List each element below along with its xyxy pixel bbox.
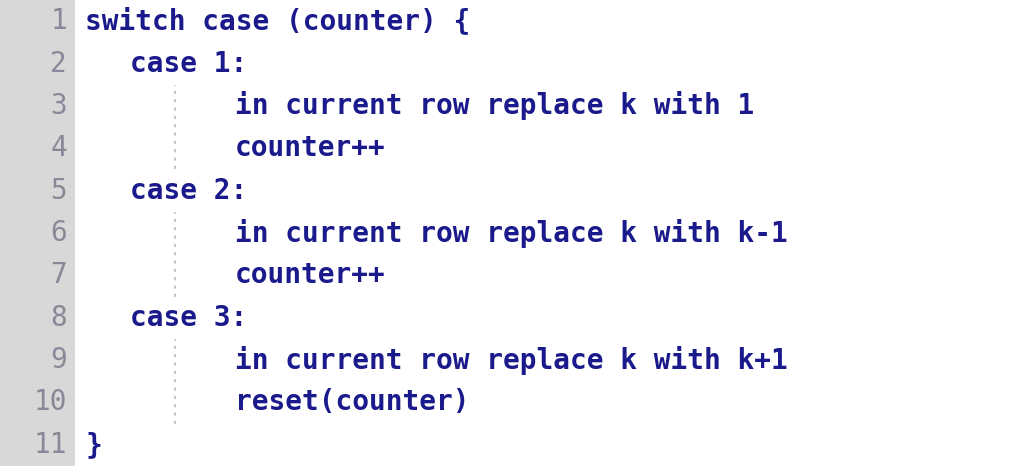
Text: 5: 5 (51, 177, 67, 205)
Text: switch case (counter) {: switch case (counter) { (85, 7, 470, 35)
Text: counter++: counter++ (235, 261, 385, 289)
Text: in current row replace k with 1: in current row replace k with 1 (235, 91, 754, 120)
Text: 11: 11 (33, 431, 67, 459)
Text: 1: 1 (51, 7, 67, 35)
Text: case 3:: case 3: (130, 304, 248, 332)
Text: in current row replace k with k+1: in current row replace k with k+1 (235, 346, 787, 375)
Text: 8: 8 (51, 304, 67, 332)
Text: 9: 9 (51, 346, 67, 374)
Text: counter++: counter++ (235, 134, 385, 162)
Text: 7: 7 (51, 261, 67, 289)
Text: case 2:: case 2: (130, 177, 248, 205)
Text: reset(counter): reset(counter) (235, 389, 469, 417)
Text: 4: 4 (51, 134, 67, 162)
Text: 6: 6 (51, 219, 67, 247)
Text: in current row replace k with k-1: in current row replace k with k-1 (235, 219, 787, 247)
Text: }: } (85, 431, 102, 459)
Text: case 1:: case 1: (130, 49, 248, 77)
Text: 10: 10 (33, 389, 67, 417)
Bar (0, 0, 75, 466)
Text: 2: 2 (51, 49, 67, 77)
Text: 3: 3 (51, 92, 67, 120)
